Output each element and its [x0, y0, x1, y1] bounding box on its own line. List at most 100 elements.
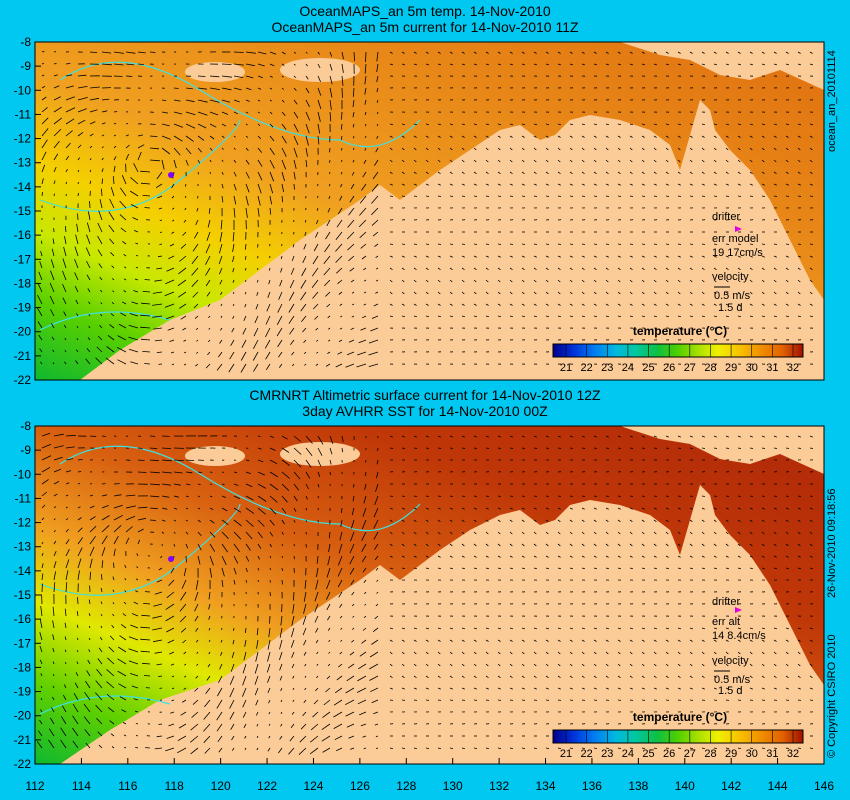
bottom-vector: [137, 506, 148, 509]
top-vector: [461, 123, 466, 126]
bottom-vector: [245, 555, 250, 562]
bottom-vector: [65, 434, 76, 437]
bottom-vector: [317, 471, 321, 477]
bottom-vector: [156, 735, 163, 738]
top-vector: [653, 63, 658, 66]
top-vector: [581, 159, 585, 163]
top-vector: [617, 255, 621, 258]
top-vector: [133, 290, 139, 293]
top-vector: [497, 147, 501, 151]
bottom-vector: [689, 531, 693, 535]
bottom-vector: [125, 515, 136, 521]
top-vector: [137, 63, 144, 65]
bottom-vector: [134, 710, 139, 713]
bottom-vector: [266, 663, 271, 673]
bottom-vector: [185, 459, 195, 461]
bottom-vector: [245, 483, 253, 488]
top-vector: [233, 123, 237, 126]
bottom-vector: [557, 639, 561, 642]
top-vector: [257, 267, 259, 271]
bottom-vector: [545, 507, 549, 510]
bottom-cb-label: 28: [704, 748, 716, 760]
top-ytick-label: -19: [14, 301, 32, 315]
bottom-vector: [154, 747, 163, 750]
top-vector: [509, 195, 514, 197]
top-vector: [449, 135, 453, 138]
bottom-vector: [153, 639, 163, 643]
bottom-vector: [245, 471, 251, 474]
bottom-vector: [326, 567, 331, 578]
bottom-vector: [533, 495, 537, 497]
bottom-vector: [279, 663, 283, 671]
bottom-vector: [101, 515, 110, 521]
top-vector: [209, 123, 217, 128]
bottom-vector: [413, 519, 417, 523]
top-vector: [449, 147, 453, 151]
bottom-vector: [216, 723, 223, 732]
bottom-vector: [136, 566, 139, 569]
bottom-vector: [401, 447, 406, 449]
top-vector: [352, 147, 355, 151]
bottom-vector: [293, 483, 300, 491]
bottom-vector: [281, 447, 290, 453]
bottom-vector: [303, 651, 307, 656]
top-vector: [130, 177, 139, 185]
top-vector: [773, 291, 777, 295]
top-vector: [304, 219, 307, 223]
bottom-vector: [364, 483, 367, 490]
bottom-vector: [293, 507, 297, 512]
top-vector: [53, 63, 57, 65]
top-vector: [97, 335, 103, 341]
bottom-vector: [785, 495, 789, 497]
top-vector: [401, 183, 405, 186]
bottom-vector: [641, 663, 645, 667]
bottom-vector: [617, 747, 621, 749]
bottom-vector: [280, 615, 283, 626]
top-vector: [370, 327, 379, 332]
bottom-vector: [77, 558, 82, 569]
top-vector: [557, 159, 561, 163]
bottom-vector: [389, 651, 393, 655]
top-vector: [497, 159, 501, 163]
bottom-vector: [192, 699, 199, 705]
bottom-vector: [761, 567, 766, 570]
top-vector: [581, 291, 585, 295]
bottom-vector: [329, 471, 331, 476]
bottom-vector: [72, 703, 79, 713]
bottom-vector: [641, 627, 646, 630]
bottom-vector: [497, 675, 501, 679]
top-vector: [152, 315, 163, 318]
bottom-vector: [122, 722, 127, 725]
bottom-vector: [233, 579, 236, 585]
bottom-vector: [281, 567, 283, 571]
bottom-vector: [605, 567, 610, 570]
bottom-vector: [63, 684, 67, 689]
top-vector: [328, 327, 331, 330]
bottom-vector: [369, 663, 379, 670]
bottom-vector: [267, 675, 271, 683]
top-vector: [773, 123, 778, 126]
top-vector: [557, 255, 561, 258]
top-vector: [172, 219, 175, 222]
top-vector: [773, 279, 777, 283]
bottom-vector: [349, 555, 355, 565]
top-vector: [653, 315, 658, 318]
top-vector: [233, 159, 237, 163]
top-cb-label: 23: [601, 362, 613, 374]
bottom-vector: [593, 747, 597, 749]
top-vector: [277, 339, 283, 348]
bottom-vector: [230, 723, 235, 731]
top-vector: [281, 195, 284, 203]
top-vector: [177, 279, 187, 287]
bottom-vector: [341, 507, 343, 513]
top-vector: [713, 291, 717, 295]
bottom-vector: [629, 747, 633, 749]
bottom-vector: [713, 447, 718, 449]
top-vector: [701, 243, 706, 245]
top-vector: [65, 85, 74, 89]
bottom-vector: [797, 519, 801, 523]
top-vector: [449, 279, 453, 283]
top-vector: [288, 291, 295, 301]
top-vector: [461, 51, 465, 54]
top-vector: [375, 255, 379, 259]
